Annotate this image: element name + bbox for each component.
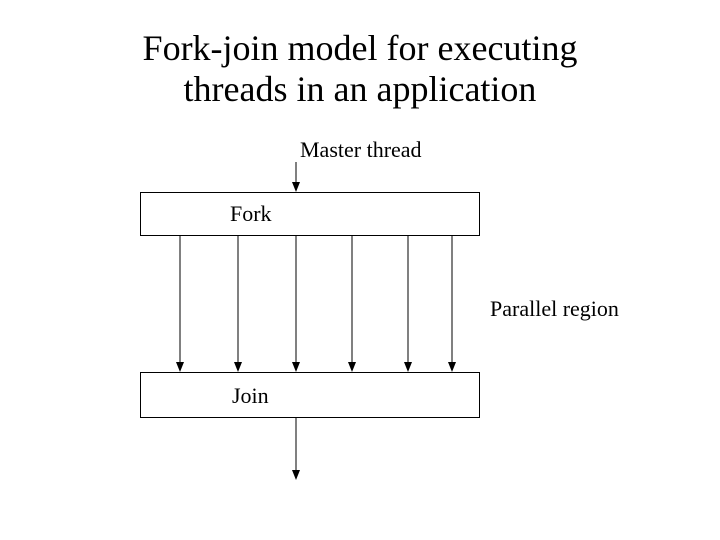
arrows-layer [0,0,720,540]
